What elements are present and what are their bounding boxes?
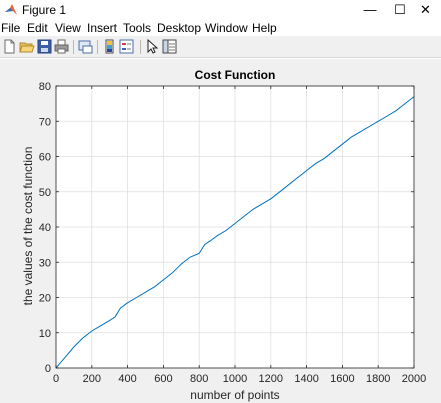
cost-series-line [55, 96, 415, 369]
insert-legend-icon[interactable] [118, 38, 135, 55]
x-tick-label: 400 [118, 373, 136, 385]
y-tick-label: 60 [39, 152, 51, 164]
figure-toolbar [0, 36, 441, 58]
new-file-icon[interactable] [1, 38, 18, 55]
y-tick-label: 50 [39, 187, 51, 199]
y-tick-label: 0 [45, 363, 51, 375]
toolbar-separator [73, 40, 74, 54]
y-tick-label: 20 [39, 293, 51, 305]
grid-lines [56, 86, 414, 368]
menu-desktop[interactable]: Desktop [157, 21, 202, 35]
menu-edit[interactable]: Edit [27, 21, 48, 35]
y-tick-label: 40 [39, 222, 51, 234]
menu-file[interactable]: File [1, 21, 21, 35]
toolbar-separator [140, 40, 141, 54]
x-tick-label: 0 [53, 373, 59, 385]
x-tick-label: 2000 [402, 373, 426, 385]
y-tick-label: 70 [39, 116, 51, 128]
link-figure-icon[interactable] [77, 38, 94, 55]
minimize-button[interactable]: — [363, 2, 377, 17]
print-icon[interactable] [53, 38, 70, 55]
save-icon[interactable] [36, 38, 53, 55]
menu-window[interactable]: Window [205, 21, 248, 35]
menu-insert[interactable]: Insert [87, 21, 118, 35]
y-axis-label: the values of the cost function [21, 146, 35, 306]
matlab-app-icon [5, 4, 17, 15]
open-folder-icon[interactable] [18, 38, 35, 55]
x-tick-label: 800 [190, 373, 208, 385]
toolbar-separator [97, 40, 98, 54]
x-tick-label: 1600 [330, 373, 354, 385]
property-inspector-icon[interactable] [161, 38, 178, 55]
x-tick-label: 1200 [259, 373, 283, 385]
x-tick-label: 1800 [366, 373, 390, 385]
close-button[interactable]: ✕ [420, 2, 431, 17]
window-title-bar: Figure 1 — ☐ ✕ [0, 0, 441, 20]
x-axis-label: number of points [190, 388, 280, 402]
insert-colorbar-icon[interactable] [101, 38, 118, 55]
chart-title: Cost Function [194, 68, 276, 82]
y-tick-label: 80 [39, 81, 51, 93]
x-tick-label: 1400 [294, 373, 318, 385]
maximize-button[interactable]: ☐ [394, 2, 406, 17]
y-tick-label: 30 [39, 257, 51, 269]
menu-help[interactable]: Help [252, 21, 277, 35]
window-title: Figure 1 [22, 3, 67, 17]
edit-plot-icon[interactable] [144, 38, 161, 55]
y-tick-label: 10 [39, 328, 51, 340]
x-tick-label: 1000 [223, 373, 247, 385]
menu-bar: File Edit View Insert Tools Desktop Wind… [0, 19, 441, 36]
x-tick-label: 200 [83, 373, 101, 385]
menu-view[interactable]: View [55, 21, 81, 35]
menu-tools[interactable]: Tools [123, 21, 152, 35]
x-tick-label: 600 [154, 373, 172, 385]
axis-ticks: 0 200 400 600 800 1000 1200 1400 1600 1800 2000 0 10… [39, 81, 426, 385]
